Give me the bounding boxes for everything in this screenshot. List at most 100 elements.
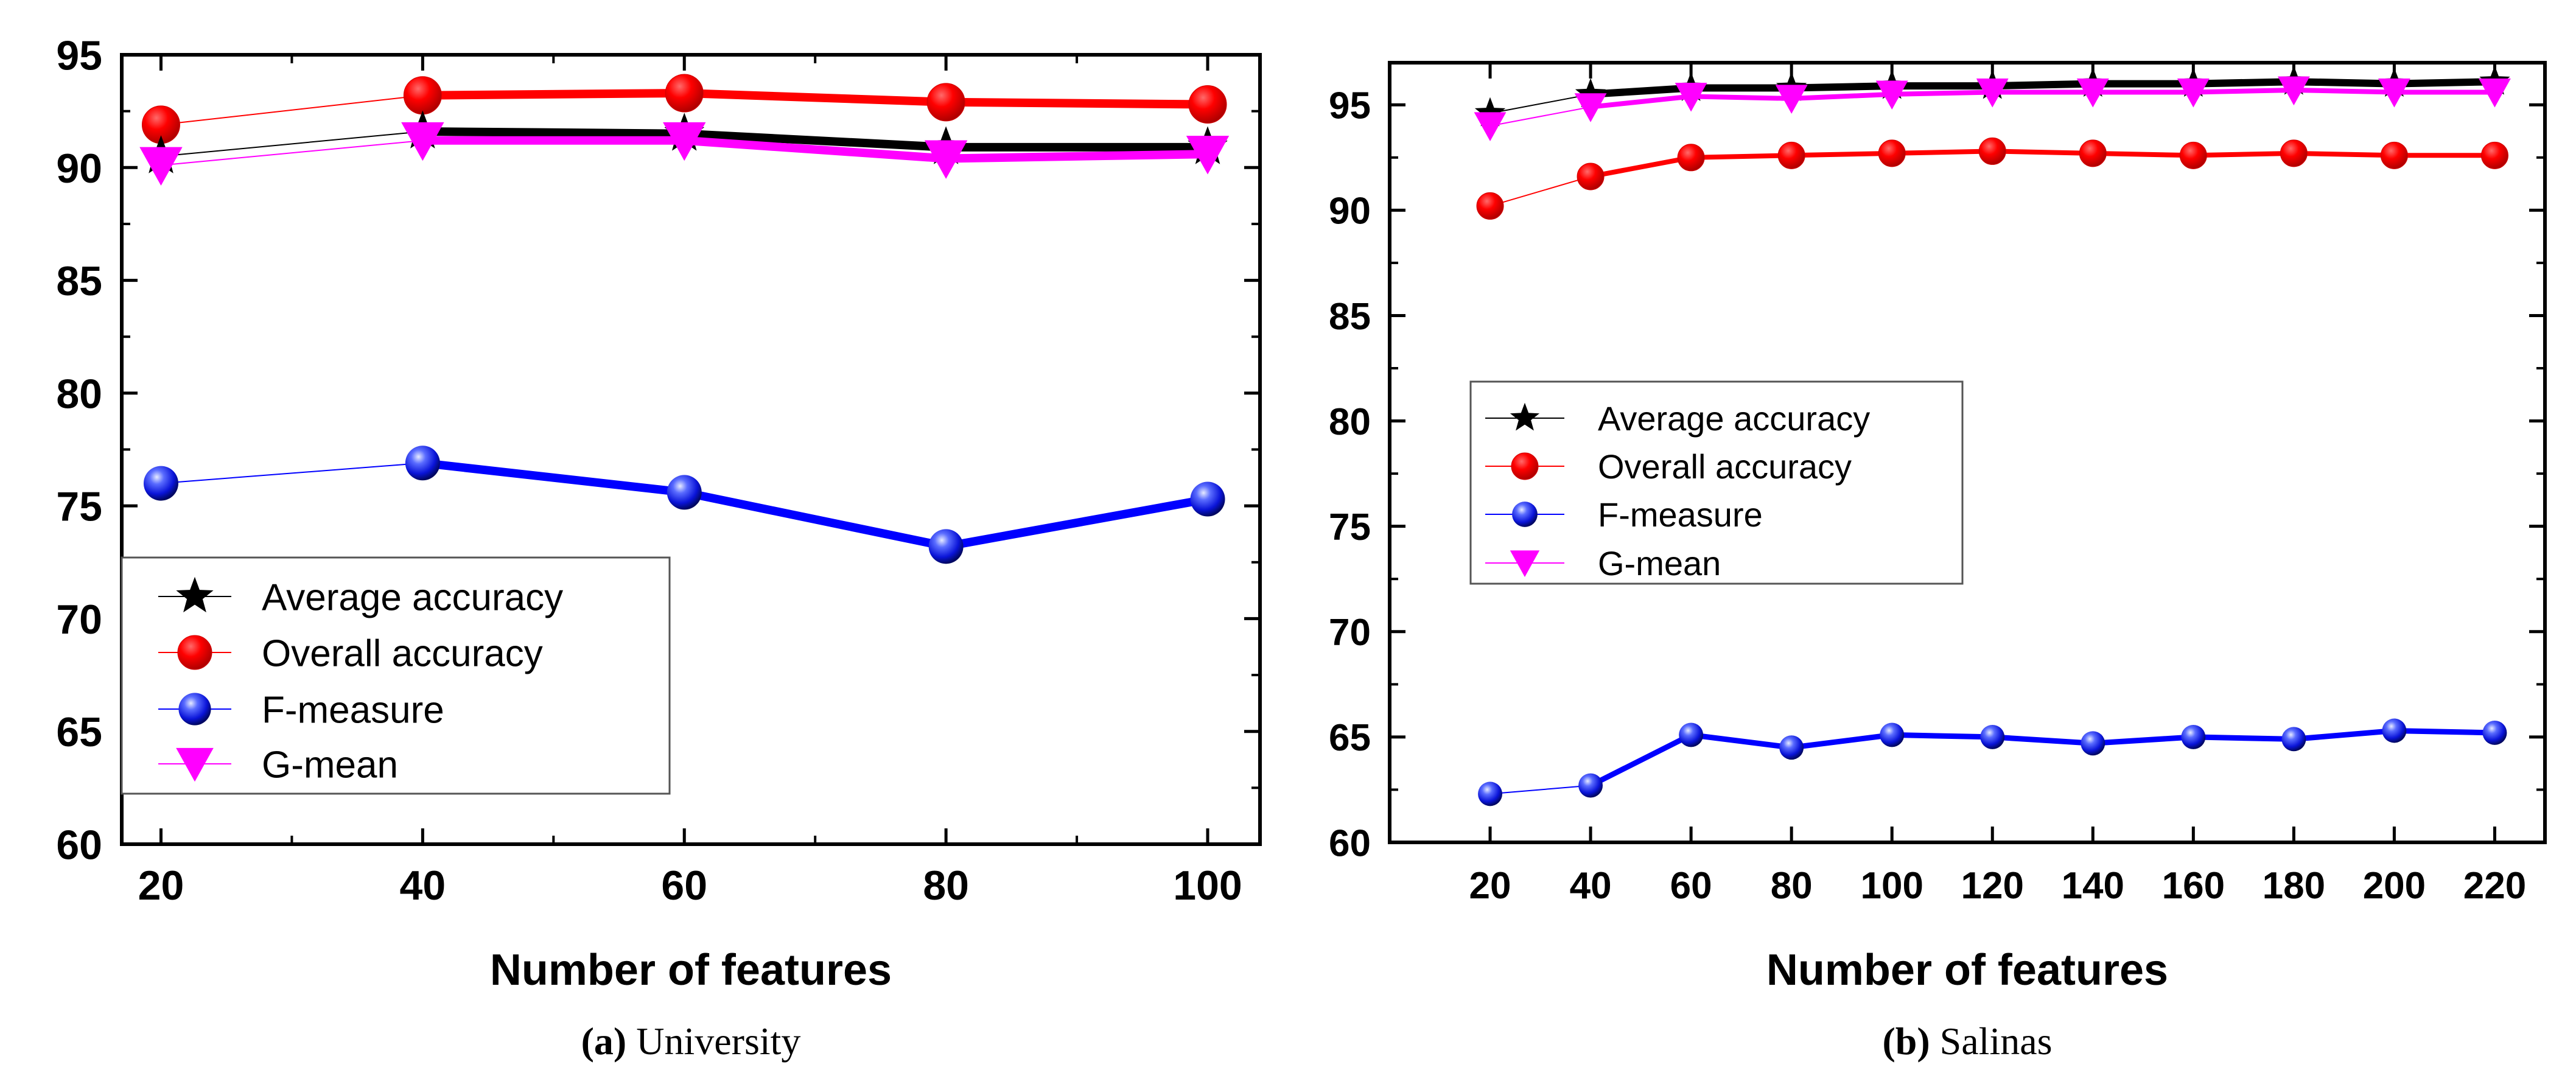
y-tick-label: 85 bbox=[56, 258, 102, 304]
caption-b: (b) Salinas bbox=[1882, 1019, 2052, 1063]
y-tick-label: 90 bbox=[56, 145, 102, 192]
g-mean-point bbox=[663, 122, 706, 161]
y-tick-label: 85 bbox=[1329, 296, 1371, 338]
caption-a: (a) University bbox=[581, 1019, 801, 1063]
f-measure-point bbox=[2482, 721, 2507, 745]
legend-label: F-measure bbox=[262, 689, 444, 731]
x-axis-tick-labels: 20 40 60 80 100 bbox=[138, 862, 1242, 909]
y-axis-tick-labels: 60 65 70 75 80 85 90 95 bbox=[1329, 85, 1371, 865]
g-mean-line bbox=[1590, 88, 2495, 110]
average-accuracy-line bbox=[422, 127, 1208, 152]
f-measure-point bbox=[1190, 481, 1225, 517]
g-mean-point bbox=[1976, 79, 2009, 108]
legend-label: Average accuracy bbox=[262, 576, 563, 618]
average-accuracy-line-segment bbox=[1489, 93, 1591, 114]
x-tick-label: 80 bbox=[1771, 865, 1813, 907]
overall-accuracy-point bbox=[926, 83, 965, 122]
g-mean-line-segment bbox=[161, 139, 423, 166]
average-accuracy-point bbox=[1510, 402, 1540, 431]
y-tick-label: 60 bbox=[56, 822, 102, 868]
overall-accuracy-point bbox=[1476, 192, 1504, 220]
f-measure-point bbox=[928, 529, 964, 564]
x-axis-label: Number of features bbox=[490, 946, 892, 995]
x-tick-label: 140 bbox=[2062, 865, 2124, 907]
y-tick-label: 95 bbox=[1329, 85, 1371, 127]
overall-accuracy-point bbox=[2380, 141, 2408, 169]
x-tick-label: 120 bbox=[1961, 865, 2024, 907]
g-mean-point bbox=[2277, 76, 2310, 106]
legend-entry-overall-accuracy: Overall accuracy bbox=[1485, 447, 1852, 486]
y-tick-label: 75 bbox=[56, 484, 102, 530]
f-measure-point bbox=[178, 693, 211, 726]
legend-entry-average-accuracy: Average accuracy bbox=[1485, 399, 1870, 438]
caption-b-letter: (b) bbox=[1882, 1019, 1930, 1063]
g-mean-point bbox=[924, 140, 968, 179]
x-tick-label: 180 bbox=[2263, 865, 2325, 907]
y-tick-label: 65 bbox=[56, 709, 102, 755]
overall-accuracy-point bbox=[1677, 144, 1705, 172]
f-measure-line bbox=[422, 458, 1209, 551]
overall-accuracy-line-segment bbox=[1489, 175, 1591, 207]
series-g-mean bbox=[139, 122, 1230, 186]
y-tick-label: 70 bbox=[1329, 612, 1371, 654]
g-mean-point bbox=[1675, 82, 1707, 112]
legend: Average accuracy Overall accuracy F-measur… bbox=[1469, 380, 1964, 585]
plot-frame bbox=[1388, 61, 2547, 844]
average-accuracy-point bbox=[1474, 97, 1506, 127]
y-tick-label: 75 bbox=[1329, 506, 1371, 548]
y-tick-label: 70 bbox=[56, 596, 102, 643]
g-mean-point bbox=[1186, 136, 1230, 175]
g-mean-point bbox=[139, 147, 183, 186]
g-mean-point bbox=[1875, 80, 1908, 110]
legend-label: G-mean bbox=[1598, 544, 1721, 582]
overall-accuracy-point bbox=[1878, 139, 1906, 167]
y-tick-label: 90 bbox=[1329, 191, 1371, 233]
x-tick-label: 40 bbox=[1570, 865, 1612, 907]
g-mean-point bbox=[2479, 79, 2511, 108]
g-mean-point bbox=[2076, 79, 2109, 108]
f-measure-point bbox=[1980, 724, 2005, 749]
series-overall-accuracy bbox=[1476, 137, 2508, 220]
average-accuracy-point bbox=[1575, 78, 1606, 108]
f-measure-point bbox=[2281, 727, 2306, 752]
x-tick-label: 200 bbox=[2363, 865, 2426, 907]
legend-entry-f-measure: F-measure bbox=[158, 689, 444, 731]
y-axis-tick-labels: 60 65 70 75 80 85 90 95 bbox=[56, 32, 102, 868]
x-axis-label: Number of features bbox=[1766, 946, 2168, 995]
caption-b-text: Salinas bbox=[1940, 1019, 2053, 1063]
overall-accuracy-point bbox=[403, 76, 442, 115]
caption-a-text: University bbox=[636, 1019, 800, 1063]
f-measure-point bbox=[1880, 722, 1905, 747]
f-measure-point bbox=[2081, 731, 2105, 756]
f-measure-line bbox=[1589, 728, 2495, 788]
f-measure-point bbox=[143, 466, 178, 501]
legend-label: Overall accuracy bbox=[262, 632, 543, 674]
f-measure-point bbox=[667, 475, 702, 510]
f-measure-line-segment bbox=[161, 462, 423, 484]
legend-entry-g-mean: G-mean bbox=[1485, 544, 1721, 582]
overall-accuracy-point bbox=[2079, 139, 2107, 167]
overall-accuracy-point bbox=[2179, 141, 2207, 169]
overall-accuracy-point bbox=[2280, 139, 2308, 167]
legend-label: F-measure bbox=[1598, 495, 1763, 534]
series-layer bbox=[139, 74, 1230, 564]
chart-salinas: 60 65 70 75 80 85 90 95 20 40 60 80 100 120 140 160 180… bbox=[1329, 61, 2547, 995]
overall-accuracy-line bbox=[422, 89, 1208, 109]
series-layer bbox=[1474, 65, 2511, 806]
x-tick-label: 60 bbox=[1670, 865, 1712, 907]
f-measure-point bbox=[1512, 502, 1538, 527]
overall-accuracy-line bbox=[1590, 149, 2495, 179]
x-tick-label: 220 bbox=[2463, 865, 2526, 907]
series-f-measure bbox=[143, 446, 1225, 564]
f-measure-point bbox=[1478, 782, 1502, 806]
overall-accuracy-line-segment bbox=[161, 94, 423, 125]
overall-accuracy-point bbox=[2480, 141, 2508, 169]
legend-label: Average accuracy bbox=[1598, 399, 1870, 438]
x-tick-label: 60 bbox=[661, 862, 707, 909]
legend-entry-f-measure: F-measure bbox=[1485, 495, 1763, 534]
caption-a-letter: (a) bbox=[581, 1019, 627, 1063]
f-measure-point bbox=[405, 446, 440, 481]
series-f-measure bbox=[1478, 718, 2507, 806]
series-g-mean bbox=[1474, 76, 2511, 141]
